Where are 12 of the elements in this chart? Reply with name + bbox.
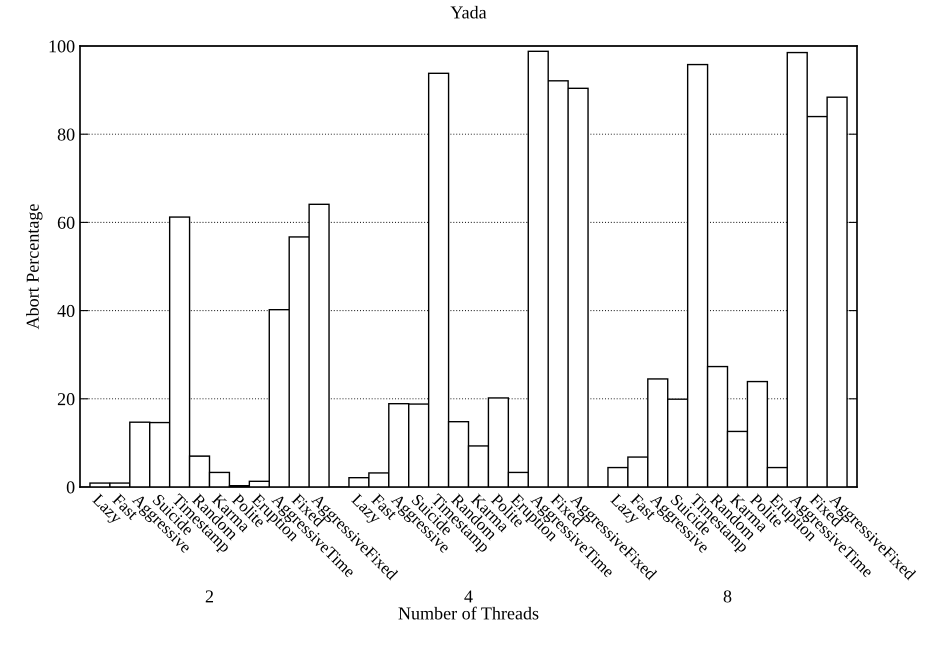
chart-title: Yada [450,6,486,19]
text: 4 [464,590,473,602]
y-tick-label: 0 [66,481,74,494]
y-tick-label: 80 [58,128,74,141]
y-axis-title: Abort Percentage [26,204,42,330]
text: 8 [724,590,732,603]
y-tick-label: 60 [58,216,74,229]
y-tick-label: 20 [58,393,74,406]
y-tick-label: 100 [50,40,74,52]
text: 2 [206,590,214,602]
y-tick-label: 40 [57,304,74,318]
x-axis-title: Number of Threads [398,606,538,620]
